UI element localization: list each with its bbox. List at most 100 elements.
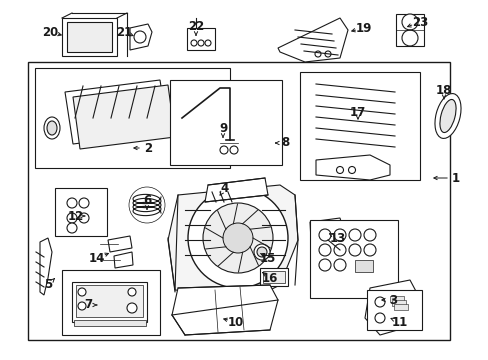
Text: 20: 20 [42,26,58,39]
Polygon shape [364,280,417,335]
Polygon shape [73,85,175,149]
Circle shape [78,302,86,310]
Polygon shape [130,24,152,50]
Circle shape [257,247,266,257]
Circle shape [79,198,89,208]
Circle shape [127,303,137,313]
Polygon shape [204,185,249,205]
Text: 13: 13 [329,231,346,244]
Bar [366,290,421,330]
Bar [263,271,285,283]
Ellipse shape [44,117,60,139]
Circle shape [333,229,346,241]
Text: 2: 2 [143,141,152,154]
Circle shape [363,244,375,256]
Circle shape [348,229,360,241]
Circle shape [223,223,252,253]
Circle shape [78,288,86,296]
Circle shape [401,14,417,30]
Bar [354,260,372,272]
Bar [170,80,282,165]
Polygon shape [65,80,168,144]
Circle shape [229,146,238,154]
Polygon shape [315,155,389,180]
Bar [62,270,160,335]
Circle shape [374,297,384,307]
Circle shape [314,51,320,57]
Circle shape [348,166,355,174]
Polygon shape [108,236,132,252]
Text: 1: 1 [451,171,459,184]
Text: 14: 14 [89,252,105,265]
Text: 15: 15 [259,252,276,265]
Text: 3: 3 [388,293,396,306]
Bar [76,285,142,317]
Circle shape [363,229,375,241]
Circle shape [79,213,89,223]
Circle shape [67,213,77,223]
Bar [389,296,403,302]
Polygon shape [114,252,133,268]
Text: 5: 5 [44,279,52,292]
Bar [35,68,229,168]
Bar [74,320,146,326]
Text: 17: 17 [349,105,366,118]
Bar [72,282,147,322]
Circle shape [253,244,269,260]
Bar [260,268,287,286]
Polygon shape [204,178,267,202]
Circle shape [67,223,77,233]
Bar [393,304,407,310]
Circle shape [318,259,330,271]
Circle shape [318,244,330,256]
Circle shape [325,51,330,57]
Circle shape [191,40,197,46]
Text: 11: 11 [391,315,407,328]
Ellipse shape [434,94,460,139]
Bar [186,28,215,50]
Polygon shape [278,18,347,62]
Bar [62,18,117,56]
Circle shape [67,198,77,208]
Bar [67,22,112,52]
Circle shape [187,188,287,288]
Bar [309,220,397,298]
Circle shape [336,166,343,174]
Text: 16: 16 [261,271,278,284]
Ellipse shape [439,99,455,132]
Circle shape [128,288,136,296]
Text: 10: 10 [227,315,244,328]
Bar [395,14,423,46]
Circle shape [220,146,227,154]
Circle shape [333,244,346,256]
Circle shape [348,244,360,256]
Circle shape [198,40,203,46]
Polygon shape [309,218,345,258]
Text: 23: 23 [411,15,427,28]
Text: 12: 12 [68,210,84,222]
Bar [55,188,107,236]
Bar [28,62,449,340]
Text: 9: 9 [219,122,226,135]
Polygon shape [168,185,297,295]
Bar [299,72,419,180]
Circle shape [401,30,417,46]
Circle shape [203,203,272,273]
Polygon shape [172,285,278,335]
Circle shape [318,229,330,241]
Circle shape [134,31,146,43]
Circle shape [204,40,210,46]
Circle shape [333,259,346,271]
Text: 8: 8 [280,136,288,149]
Circle shape [374,313,384,323]
Polygon shape [40,238,52,295]
Text: 22: 22 [187,19,203,32]
Bar [391,300,405,306]
Text: 6: 6 [142,194,151,207]
Text: 7: 7 [84,298,92,311]
Text: 21: 21 [116,26,132,39]
Ellipse shape [47,121,57,135]
Text: 18: 18 [435,84,451,96]
Text: 19: 19 [355,22,371,35]
Text: 4: 4 [221,181,229,194]
